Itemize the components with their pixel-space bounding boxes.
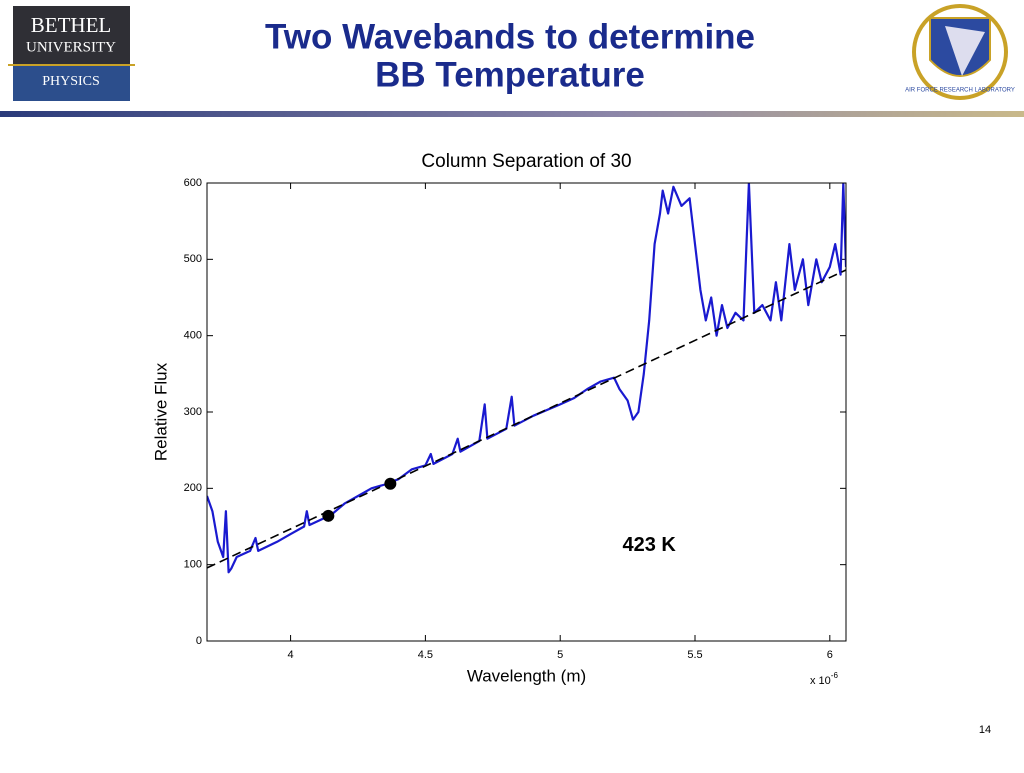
bethel-logo: BETHEL UNIVERSITY PHYSICS: [8, 6, 135, 101]
chart: Column Separation of 30 Wavelength (m) Rel…: [151, 151, 847, 687]
logo-text: UNIVERSITY: [26, 39, 116, 55]
data-point: [384, 477, 397, 490]
logo-text: AIR FORCE RESEARCH LABORATORY: [905, 88, 1015, 94]
multiplier-base: x 10: [810, 675, 831, 687]
x-tick-label: 5.5: [687, 649, 702, 661]
series-layer: [207, 183, 846, 574]
x-tick-label: 5: [557, 649, 563, 661]
logo-text: BETHEL: [31, 13, 111, 37]
fit-line: [207, 269, 846, 569]
plot-area: [207, 183, 846, 641]
y-tick-label: 200: [184, 482, 202, 494]
y-axis-label: Relative Flux: [151, 362, 170, 461]
axes-box: [206, 182, 847, 642]
afrl-logo: AIR FORCE RESEARCH LABORATORY: [905, 4, 1015, 100]
annotation: 423 K: [622, 534, 676, 556]
x-tick-label: 6: [827, 649, 833, 661]
header-rule: [0, 111, 1024, 117]
y-tick-label: 0: [196, 635, 202, 647]
slide-title: Two Wavebands to determine: [265, 17, 755, 56]
x-axis-label: Wavelength (m): [467, 666, 586, 685]
chart-title: Column Separation of 30: [421, 151, 631, 172]
y-tick-label: 600: [184, 177, 202, 189]
y-tick-label: 300: [184, 406, 202, 418]
slide-title: BB Temperature: [375, 55, 645, 94]
data-point: [322, 509, 335, 522]
x-tick-label: 4: [288, 649, 294, 661]
x-multiplier: x 10-6: [810, 671, 838, 687]
y-tick-label: 500: [184, 253, 202, 265]
y-tick-label: 400: [184, 330, 202, 342]
spectrum-line: [207, 183, 846, 574]
multiplier-exponent: -6: [831, 671, 839, 680]
x-tick-label: 4.5: [418, 649, 433, 661]
page-number: 14: [979, 724, 991, 736]
logo-text: PHYSICS: [42, 74, 100, 89]
y-tick-label: 100: [184, 559, 202, 571]
